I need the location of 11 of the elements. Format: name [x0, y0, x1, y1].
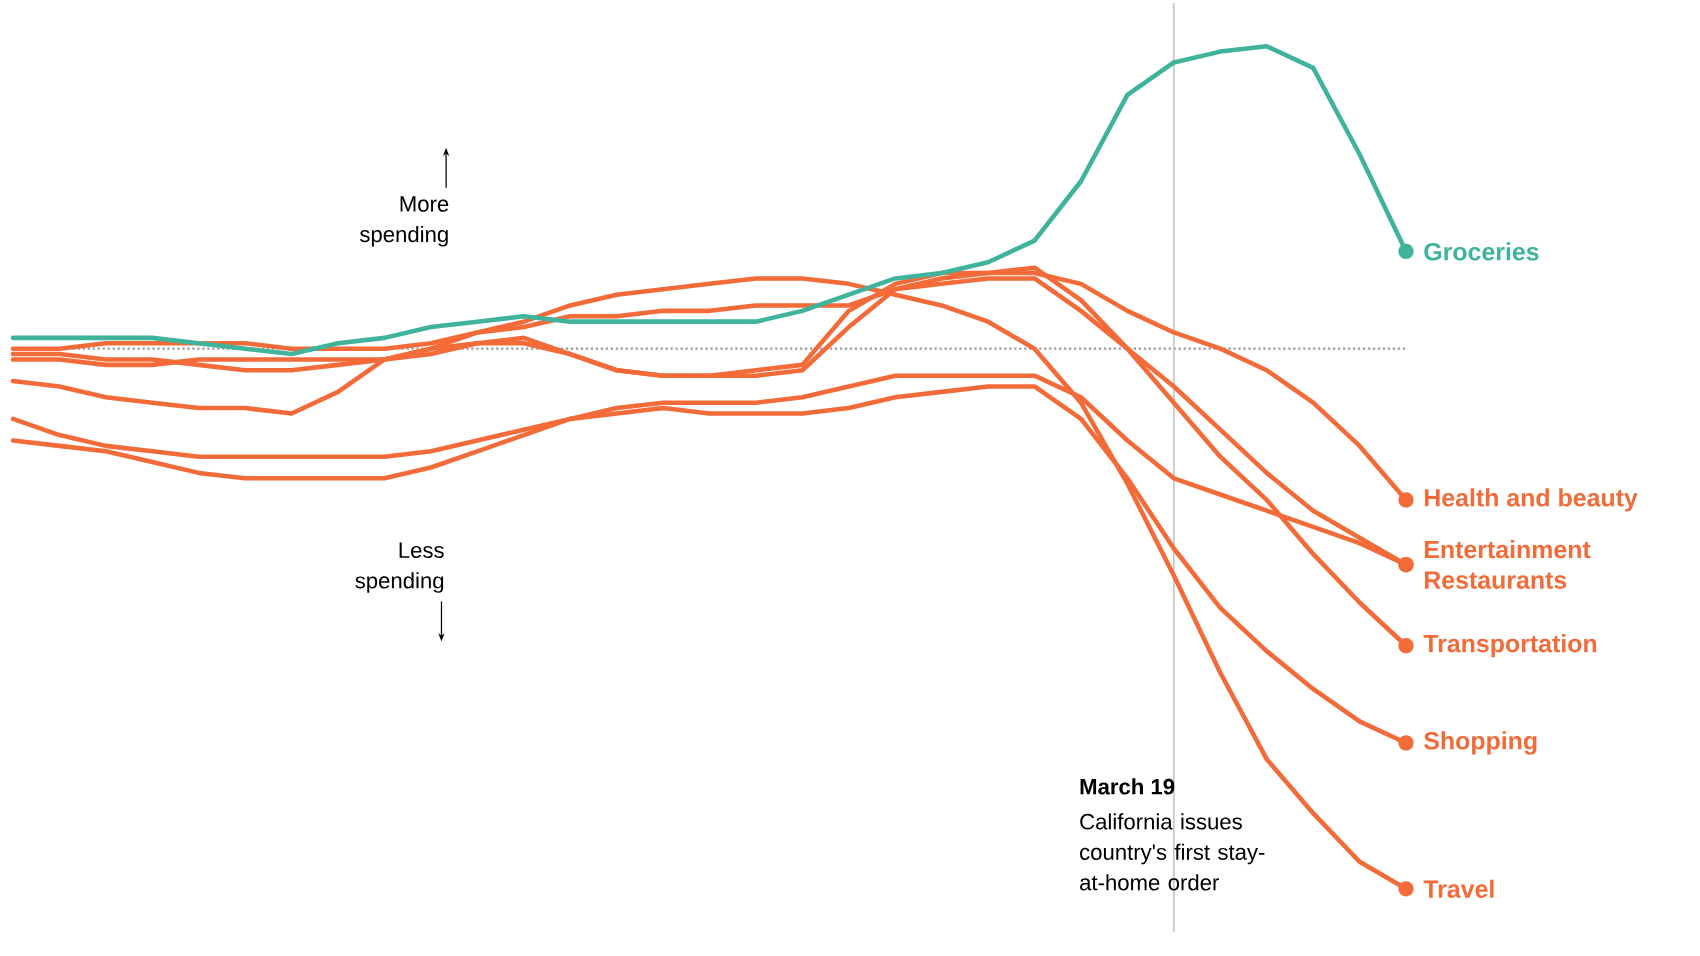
series-label: Restaurants [1424, 571, 1567, 589]
series-label: Transportation [1423, 634, 1597, 658]
series-label: Entertainment [1424, 540, 1591, 559]
series-label: Groceries [1424, 242, 1539, 261]
annotation: More spending [359, 196, 449, 247]
annotation: California issues country's first stay-at-home order [1080, 813, 1265, 891]
annotation: March 19 [1080, 778, 1175, 795]
annotation: Less spending [355, 542, 444, 593]
series-label: Shopping [1424, 731, 1537, 755]
series-label: Travel [1423, 879, 1494, 898]
series-label: Health and beauty [1424, 488, 1638, 512]
